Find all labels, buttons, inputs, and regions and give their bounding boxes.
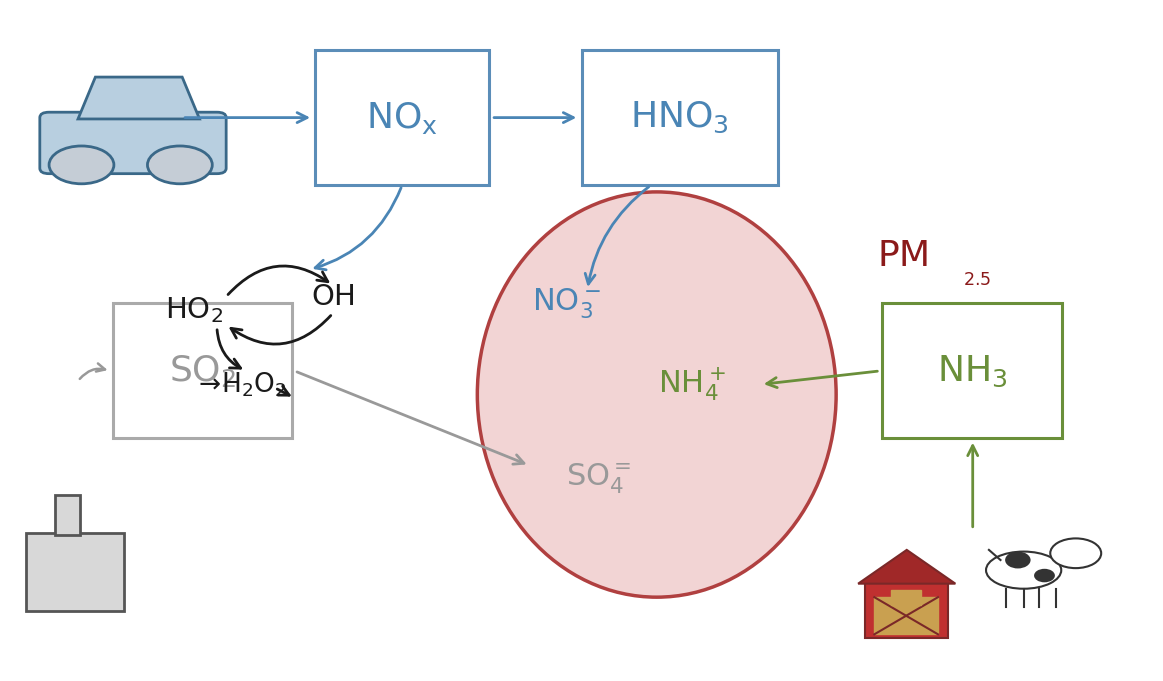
- Text: $\mathrm{HNO_3}$: $\mathrm{HNO_3}$: [630, 100, 729, 136]
- Ellipse shape: [986, 552, 1062, 589]
- FancyBboxPatch shape: [55, 494, 80, 535]
- FancyBboxPatch shape: [883, 303, 1062, 439]
- Text: $\mathrm{HO_2}$: $\mathrm{HO_2}$: [165, 295, 223, 325]
- Text: $\mathrm{PM}$: $\mathrm{PM}$: [877, 239, 928, 273]
- Ellipse shape: [477, 192, 836, 597]
- FancyBboxPatch shape: [865, 582, 948, 637]
- Text: $\mathrm{NO_3^-}$: $\mathrm{NO_3^-}$: [531, 286, 601, 321]
- Polygon shape: [858, 550, 955, 584]
- Text: $\mathrm{OH}$: $\mathrm{OH}$: [311, 283, 355, 311]
- FancyBboxPatch shape: [891, 590, 921, 605]
- Text: $\mathrm{SO_4^{=}}$: $\mathrm{SO_4^{=}}$: [566, 462, 632, 496]
- Text: $_{2.5}$: $_{2.5}$: [963, 264, 992, 288]
- FancyBboxPatch shape: [875, 597, 939, 634]
- Text: $\mathrm{NH_4^+}$: $\mathrm{NH_4^+}$: [657, 366, 726, 403]
- FancyBboxPatch shape: [315, 50, 488, 185]
- Circle shape: [148, 146, 213, 184]
- Text: $\mathrm{SO_2}$: $\mathrm{SO_2}$: [170, 353, 237, 389]
- Ellipse shape: [1034, 569, 1055, 582]
- Text: $\rightarrow\!\mathrm{H_2O_2}$: $\rightarrow\!\mathrm{H_2O_2}$: [193, 370, 287, 398]
- FancyBboxPatch shape: [582, 50, 778, 185]
- Circle shape: [1050, 539, 1101, 568]
- Text: $\mathrm{NH_3}$: $\mathrm{NH_3}$: [937, 353, 1008, 389]
- Ellipse shape: [1005, 552, 1030, 569]
- Circle shape: [49, 146, 114, 184]
- FancyBboxPatch shape: [40, 112, 226, 174]
- FancyBboxPatch shape: [113, 303, 292, 439]
- Text: $\mathrm{NO_x}$: $\mathrm{NO_x}$: [366, 99, 438, 136]
- FancyBboxPatch shape: [26, 533, 124, 611]
- Polygon shape: [78, 77, 200, 119]
